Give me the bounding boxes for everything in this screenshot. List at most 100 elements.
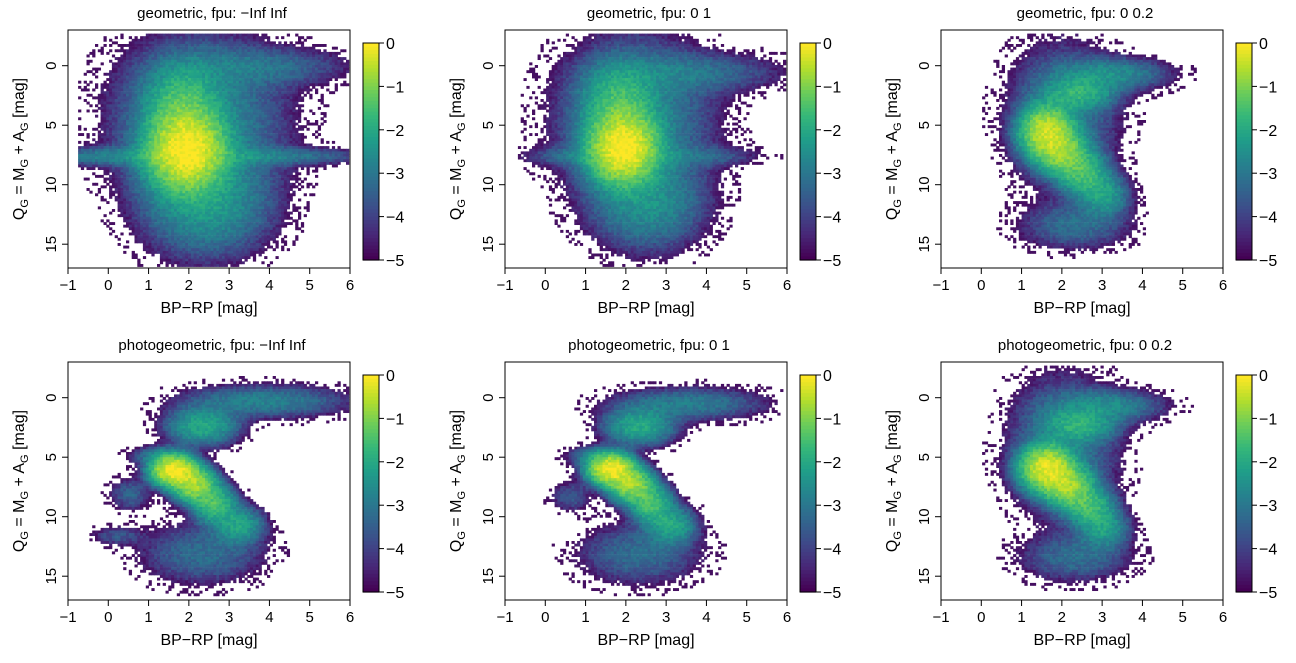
heatmap-cell bbox=[162, 101, 166, 105]
heatmap-cell bbox=[196, 248, 200, 252]
heatmap-cell bbox=[238, 44, 243, 47]
heatmap-cell bbox=[199, 258, 203, 262]
heatmap-cell bbox=[148, 169, 152, 173]
heatmap-cell bbox=[252, 198, 257, 202]
heatmap-cell bbox=[142, 169, 147, 173]
heatmap-cell bbox=[157, 83, 161, 87]
heatmap-cell bbox=[221, 229, 226, 233]
heatmap-cell bbox=[114, 161, 118, 165]
heatmap-cell bbox=[252, 67, 257, 71]
heatmap-cell bbox=[199, 80, 203, 84]
heatmap-cell bbox=[140, 62, 144, 66]
heatmap-cell bbox=[219, 190, 223, 194]
heatmap-cell bbox=[233, 51, 237, 55]
heatmap-cell bbox=[227, 44, 231, 47]
heatmap-cell bbox=[230, 167, 234, 171]
heatmap-cell bbox=[188, 245, 192, 249]
heatmap-cell bbox=[126, 106, 130, 110]
heatmap-cell bbox=[241, 120, 245, 123]
heatmap-cell bbox=[142, 75, 147, 79]
heatmap-cell bbox=[205, 240, 209, 244]
heatmap-cell bbox=[134, 201, 138, 205]
heatmap-cell bbox=[199, 209, 203, 212]
heatmap-cell bbox=[210, 240, 214, 244]
heatmap-cell bbox=[109, 114, 113, 118]
heatmap-cell bbox=[142, 245, 147, 249]
heatmap-cell bbox=[190, 182, 195, 186]
heatmap-cell bbox=[111, 167, 116, 171]
heatmap-cell bbox=[148, 62, 152, 66]
heatmap-cell bbox=[233, 201, 237, 205]
heatmap-cell bbox=[106, 120, 110, 123]
heatmap-cell bbox=[247, 93, 251, 97]
heatmap-cell bbox=[114, 135, 118, 139]
heatmap-cell bbox=[137, 198, 141, 202]
heatmap-cell bbox=[238, 224, 243, 228]
heatmap-cell bbox=[241, 85, 245, 89]
heatmap-cell bbox=[109, 130, 113, 134]
heatmap-cell bbox=[171, 250, 175, 254]
heatmap-cell bbox=[199, 177, 203, 181]
heatmap-cell bbox=[216, 229, 220, 233]
heatmap-cell bbox=[207, 201, 212, 205]
heatmap-cell bbox=[168, 140, 172, 144]
heatmap-cell bbox=[128, 36, 133, 40]
heatmap-cell bbox=[219, 101, 223, 105]
heatmap-cell bbox=[241, 140, 245, 144]
heatmap-cell bbox=[255, 172, 259, 176]
heatmap-cell bbox=[120, 93, 124, 97]
heatmap-cell bbox=[193, 80, 197, 84]
heatmap-cell bbox=[168, 125, 172, 129]
heatmap-cell bbox=[213, 243, 217, 246]
heatmap-cell bbox=[230, 72, 234, 76]
heatmap-cell bbox=[117, 109, 121, 113]
heatmap-cell bbox=[236, 174, 240, 178]
heatmap-cell bbox=[258, 117, 262, 121]
heatmap-cell bbox=[264, 235, 268, 239]
heatmap-cell bbox=[182, 148, 186, 152]
heatmap-cell bbox=[168, 138, 172, 142]
heatmap-cell bbox=[236, 159, 240, 163]
heatmap-cell bbox=[196, 211, 200, 215]
heatmap-cell bbox=[142, 161, 147, 165]
heatmap-cell bbox=[162, 219, 166, 223]
heatmap-cell bbox=[176, 232, 181, 236]
heatmap-cell bbox=[247, 70, 251, 74]
heatmap-cell bbox=[83, 143, 87, 147]
heatmap-cell bbox=[111, 182, 116, 186]
heatmap-cell bbox=[224, 167, 228, 171]
heatmap-cell bbox=[261, 46, 265, 50]
heatmap-cell bbox=[190, 148, 195, 152]
heatmap-cell bbox=[199, 169, 203, 173]
heatmap-cell bbox=[233, 106, 237, 110]
heatmap-cell bbox=[159, 219, 164, 223]
heatmap-cell bbox=[247, 88, 251, 92]
heatmap-cell bbox=[188, 36, 192, 40]
heatmap-cell bbox=[148, 182, 152, 186]
heatmap-cell bbox=[230, 67, 234, 71]
heatmap-cell bbox=[176, 229, 181, 233]
heatmap-cell bbox=[120, 106, 124, 110]
heatmap-cell bbox=[190, 159, 195, 163]
heatmap-cell bbox=[205, 65, 209, 68]
heatmap-cell bbox=[202, 229, 206, 233]
heatmap-cell bbox=[205, 164, 209, 168]
heatmap-cell bbox=[199, 65, 203, 68]
heatmap-cell bbox=[140, 148, 144, 152]
heatmap-cell bbox=[168, 182, 172, 186]
heatmap-cell bbox=[148, 156, 152, 160]
heatmap-cell bbox=[123, 54, 127, 58]
heatmap-cell bbox=[134, 78, 138, 82]
heatmap-cell bbox=[165, 258, 169, 262]
heatmap-cell bbox=[154, 65, 158, 68]
heatmap-cell bbox=[159, 49, 164, 53]
heatmap-cell bbox=[176, 185, 181, 189]
heatmap-cell bbox=[224, 250, 228, 254]
heatmap-cell bbox=[210, 219, 214, 223]
heatmap-cell bbox=[250, 133, 254, 137]
heatmap-cell bbox=[190, 75, 195, 79]
heatmap-cell bbox=[128, 133, 133, 137]
heatmap-cell bbox=[250, 203, 254, 207]
heatmap-cell bbox=[199, 237, 203, 241]
heatmap-cell bbox=[126, 224, 130, 228]
